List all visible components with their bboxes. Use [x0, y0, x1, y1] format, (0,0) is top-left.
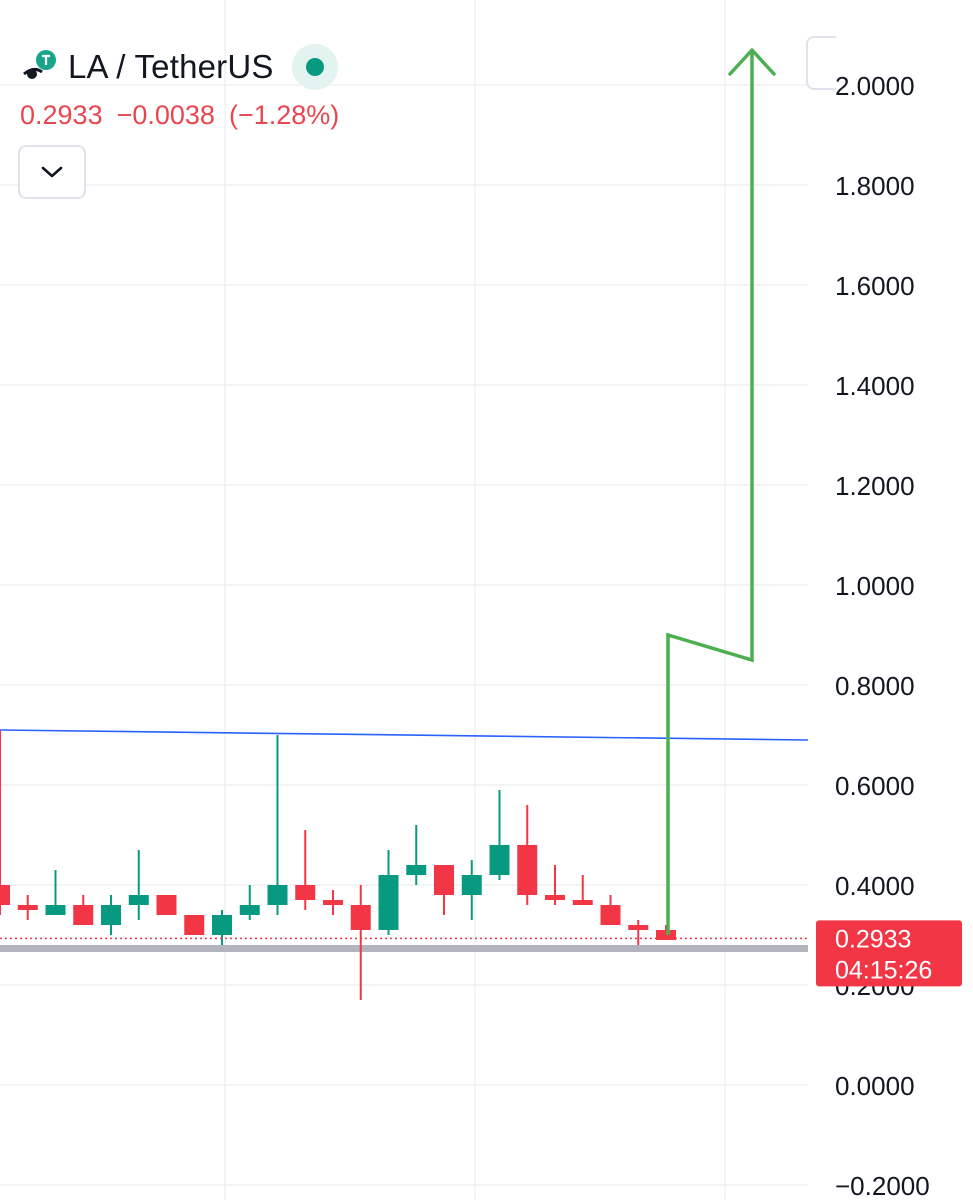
candle-body [323, 900, 343, 905]
market-status-indicator[interactable] [291, 44, 338, 90]
candle-down[interactable] [295, 830, 316, 910]
quote-line: 0.2933 −0.0038 (−1.28%) [20, 100, 353, 131]
candle-down[interactable] [17, 895, 38, 920]
candle-body [212, 915, 232, 935]
candle-down[interactable] [572, 875, 593, 905]
candle-body [267, 885, 288, 905]
candle-body [656, 930, 676, 940]
y-tick-label: 1.8000 [835, 171, 915, 201]
price-tag: 0.2933 04:15:26 [816, 920, 962, 987]
candle-down[interactable] [73, 895, 94, 925]
candle-down[interactable] [0, 730, 10, 915]
projection-arrow[interactable] [666, 50, 754, 935]
candle-body [295, 885, 316, 900]
candle-down[interactable] [517, 805, 538, 905]
candle-body [73, 905, 94, 925]
price-tag-countdown: 04:15:26 [835, 956, 932, 984]
candle-up[interactable] [406, 825, 427, 885]
y-tick-label: −0.2000 [835, 1171, 930, 1200]
candle-body [489, 845, 510, 875]
candle-down[interactable] [656, 925, 676, 940]
candle-body [545, 895, 565, 900]
candle-body [184, 915, 205, 935]
y-tick-label: 0.8000 [835, 671, 915, 701]
candle-up[interactable] [212, 910, 232, 945]
symbol-header: LA / TetherUS [20, 44, 338, 90]
price-tag-value: 0.2933 [835, 925, 911, 953]
candle-body [461, 875, 482, 895]
candle-body [600, 905, 621, 925]
y-tick-label: 0.6000 [835, 771, 915, 801]
price-tag-bg [816, 920, 962, 987]
y-tick-label: 0.0000 [835, 1071, 915, 1101]
candle-up[interactable] [378, 850, 399, 935]
candle-body [628, 925, 649, 930]
candle-body [45, 905, 66, 915]
y-tick-label: 0.4000 [835, 871, 915, 901]
scale-options-button[interactable] [806, 36, 836, 90]
candle-down[interactable] [184, 915, 205, 935]
price-axis[interactable]: 2.0000 1.8000 1.6000 1.4000 1.2000 1.0000 0.80… [835, 71, 930, 1200]
candle-down[interactable] [323, 890, 343, 915]
candle-body [101, 905, 121, 925]
candle-down[interactable] [156, 895, 177, 915]
candle-body [572, 900, 593, 905]
candle-up[interactable] [101, 895, 121, 935]
chart-grid [0, 0, 808, 1200]
candle-body [378, 875, 399, 930]
candle-up[interactable] [489, 790, 510, 880]
candle-body [17, 905, 38, 910]
candle-body [128, 895, 149, 905]
candle-down[interactable] [545, 865, 565, 905]
candle-up[interactable] [128, 850, 149, 920]
symbol-title[interactable]: LA / TetherUS [68, 48, 274, 85]
last-price: 0.2933 [20, 100, 103, 130]
projection-arrowhead [728, 48, 776, 76]
y-tick-label: 1.0000 [835, 571, 915, 601]
market-open-dot-icon [305, 58, 324, 76]
price-change-percent: (−1.28%) [228, 100, 340, 130]
legend-toggle-button[interactable] [18, 145, 86, 199]
chevron-down-icon [41, 166, 63, 178]
candle-body [406, 865, 427, 875]
resistance-trendline[interactable] [0, 729, 809, 741]
candle-body [434, 865, 454, 895]
candle-up[interactable] [45, 870, 66, 915]
candle-down[interactable] [628, 920, 649, 945]
candle-up[interactable] [461, 860, 482, 920]
y-tick-label: 1.6000 [835, 271, 915, 301]
candles-series [0, 730, 676, 1000]
y-tick-label: 1.4000 [835, 371, 915, 401]
candle-body [0, 885, 10, 905]
candle-down[interactable] [350, 885, 371, 1000]
price-change: −0.0038 [116, 100, 215, 130]
candle-body [350, 905, 371, 930]
candle-body [156, 895, 177, 915]
candle-body [517, 845, 538, 895]
y-tick-label: 1.2000 [835, 471, 915, 501]
candle-down[interactable] [434, 865, 454, 915]
candle-down[interactable] [600, 895, 621, 925]
candle-body [239, 905, 260, 915]
candle-up[interactable] [239, 885, 260, 920]
la-coin-logo-icon [20, 47, 60, 87]
y-tick-label: 2.0000 [835, 71, 915, 101]
candle-up[interactable] [267, 735, 288, 915]
